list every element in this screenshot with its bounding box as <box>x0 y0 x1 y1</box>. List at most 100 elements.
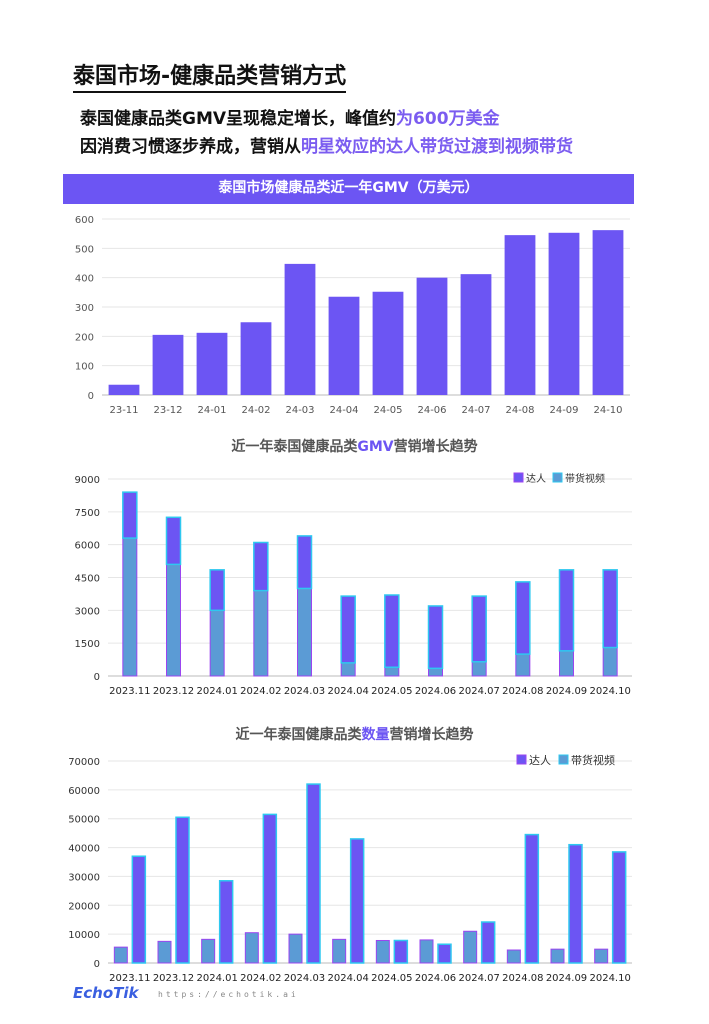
legend-label-daren: 达人 <box>526 473 546 485</box>
y-tick-label: 300 <box>75 303 94 314</box>
legend-label-daren: 达人 <box>529 754 551 767</box>
x-tick-label: 24-05 <box>373 405 402 416</box>
page-title: 泰国市场-健康品类营销方式 <box>73 58 347 93</box>
gmv-chart-banner-title: 泰国市场健康品类近一年GMV（万美元） <box>63 174 634 204</box>
x-tick-label: 2024.09 <box>546 686 587 697</box>
stack-segment-video <box>253 541 269 592</box>
y-tick-label: 0 <box>94 672 100 683</box>
stack-segment-video <box>384 594 400 668</box>
x-tick-label: 24-07 <box>461 405 490 416</box>
x-tick-label: 24-03 <box>285 405 314 416</box>
subtitle-gmv-peak-text: 泰国健康品类GMV呈现稳定增长，峰值约 <box>80 109 397 129</box>
x-tick-label: 24-01 <box>197 405 226 416</box>
x-tick-label: 2023.11 <box>109 973 150 984</box>
stack-segment-video <box>471 595 487 663</box>
gmv-stacked-chart-title: 近一年泰国健康品类GMV营销增长趋势 <box>0 436 709 456</box>
bar-video <box>349 838 365 964</box>
x-tick-label: 2023.11 <box>109 686 150 697</box>
y-tick-label: 60000 <box>68 786 100 797</box>
x-tick-label: 2024.04 <box>327 686 368 697</box>
gmv-bar <box>328 296 360 395</box>
stack-segment-video <box>602 569 618 649</box>
bar-video <box>131 855 147 964</box>
y-tick-label: 3000 <box>75 606 100 617</box>
gmv-bar <box>548 232 580 395</box>
count-title-suffix: 营销增长趋势 <box>389 727 474 743</box>
bar-video <box>393 939 409 964</box>
x-tick-label: 24-09 <box>549 405 578 416</box>
subtitle-marketing-shift: 因消费习惯逐步养成，营销从明星效应的达人带货过渡到视频带货 <box>80 132 573 157</box>
stack-segment-daren <box>471 661 487 677</box>
y-tick-label: 600 <box>75 215 94 226</box>
y-tick-label: 1500 <box>75 639 100 650</box>
stack-segment-daren <box>559 650 574 677</box>
y-tick-label: 0 <box>88 391 94 402</box>
count-grouped-bar-chart: 0 10000 20000 30000 40000 50000 60000 70000 2023… <box>68 753 632 984</box>
stack-segment-daren <box>166 563 181 677</box>
bar-daren <box>375 939 390 964</box>
gmv-stacked-title-prefix: 近一年泰国健康品类 <box>231 439 358 455</box>
bar-video <box>524 833 540 964</box>
y-tick-label: 50000 <box>68 815 100 826</box>
x-tick-label: 2024.01 <box>196 973 237 984</box>
x-tick-label: 2024.09 <box>546 973 587 984</box>
x-tick-label: 2024.07 <box>458 686 499 697</box>
stack-segment-video <box>558 569 575 652</box>
y-tick-label: 7500 <box>75 508 100 519</box>
x-tick-label: 24-10 <box>593 405 622 416</box>
x-tick-label: 2024.02 <box>240 973 281 984</box>
gmv-bar <box>460 274 492 395</box>
stack-segment-daren <box>122 537 138 677</box>
bar-video <box>568 843 583 964</box>
count-chart-title: 近一年泰国健康品类数量营销增长趋势 <box>0 724 709 744</box>
y-tick-label: 500 <box>75 244 94 255</box>
stack-segment-video <box>340 595 356 664</box>
x-tick-label: 2024.10 <box>589 686 630 697</box>
x-tick-label: 2024.01 <box>196 686 237 697</box>
bar-daren <box>201 938 216 964</box>
x-tick-label: 2024.04 <box>327 973 368 984</box>
gmv-bar <box>108 384 140 395</box>
footer-url: https://echotik.ai <box>158 990 299 999</box>
y-tick-label: 4500 <box>75 574 100 585</box>
y-tick-label: 400 <box>75 274 94 285</box>
subtitle-marketing-shift-highlight: 明星效应的达人带货过渡到视频带货 <box>301 137 573 157</box>
legend-swatch-video <box>552 472 563 483</box>
y-tick-label: 9000 <box>75 475 100 486</box>
x-tick-label: 2024.10 <box>589 973 630 984</box>
bar-daren <box>419 939 434 964</box>
legend-swatch-daren <box>513 472 524 483</box>
stack-segment-daren <box>384 666 400 677</box>
gmv-bar <box>152 334 184 395</box>
bar-video <box>306 783 321 964</box>
x-tick-label: 2024.02 <box>240 686 281 697</box>
gmv-stacked-title-highlight: GMV <box>357 439 394 455</box>
gmv-bar <box>592 230 624 395</box>
bar-video <box>175 816 190 964</box>
bar-daren <box>157 940 172 964</box>
y-tick-label: 6000 <box>75 541 100 552</box>
x-tick-label: 2024.06 <box>415 973 456 984</box>
subtitle-gmv-peak-highlight: 为600万美金 <box>396 109 500 129</box>
stack-segment-daren <box>428 667 443 677</box>
bar-daren <box>594 948 609 964</box>
bar-video <box>437 943 452 964</box>
bar-video <box>218 880 234 964</box>
bar-video <box>480 921 496 964</box>
count-title-prefix: 近一年泰国健康品类 <box>235 727 362 743</box>
bar-daren <box>288 933 303 964</box>
x-tick-label: 2024.08 <box>502 686 543 697</box>
gmv-bar <box>240 322 272 395</box>
x-tick-label: 2024.05 <box>371 686 412 697</box>
y-tick-label: 20000 <box>68 901 100 912</box>
count-title-highlight: 数量 <box>361 727 390 743</box>
x-tick-label: 2023.12 <box>153 973 194 984</box>
bar-daren <box>463 930 478 964</box>
stack-segment-video <box>209 569 225 612</box>
x-tick-label: 2024.08 <box>502 973 543 984</box>
stack-segment-video <box>165 516 182 566</box>
x-tick-label: 2024.06 <box>415 686 456 697</box>
legend-swatch-daren <box>516 754 527 765</box>
x-tick-label: 24-04 <box>329 405 358 416</box>
echotik-logo: EchoTik <box>73 984 139 1002</box>
